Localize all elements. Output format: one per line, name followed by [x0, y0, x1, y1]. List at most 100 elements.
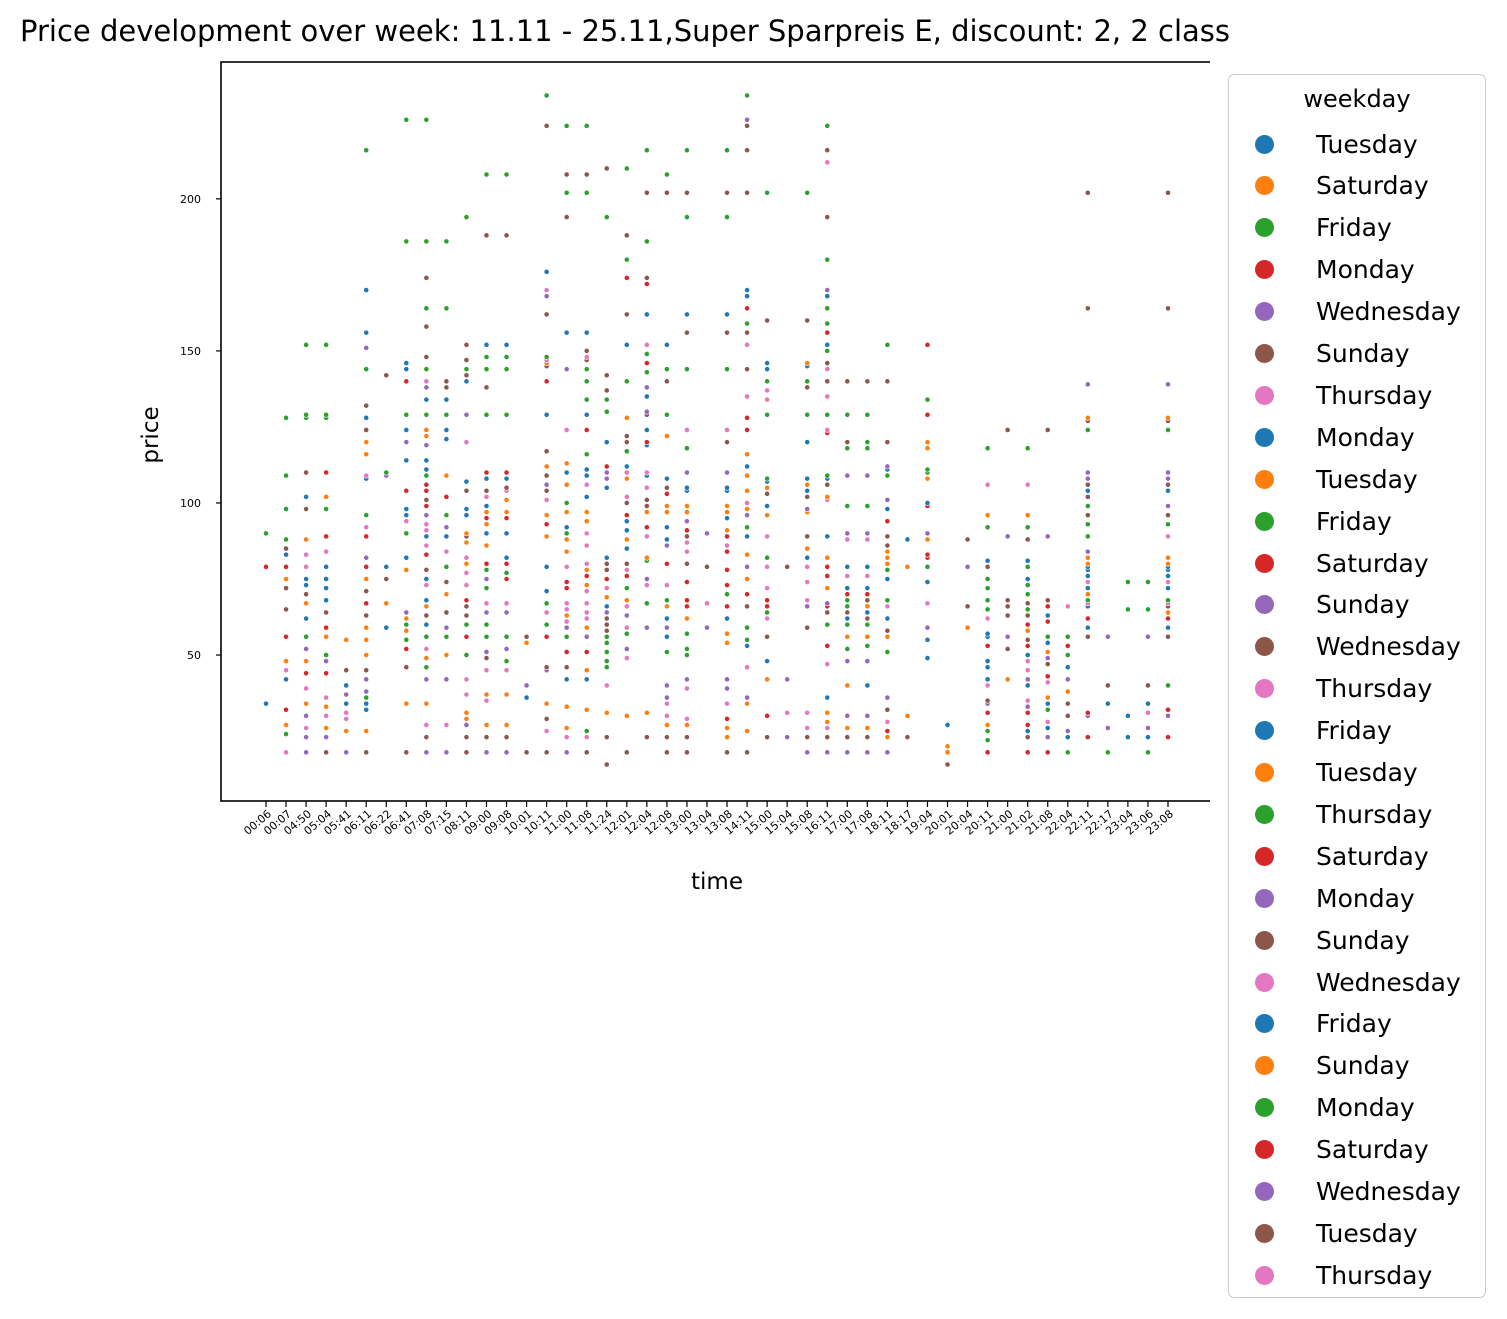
data-point — [483, 734, 490, 741]
data-point — [964, 603, 971, 610]
data-point — [984, 563, 991, 570]
data-point — [924, 500, 931, 506]
data-point — [724, 542, 730, 549]
data-point — [844, 682, 851, 689]
data-point — [824, 472, 831, 479]
data-point — [403, 621, 410, 628]
data-point — [724, 147, 730, 154]
data-point — [864, 378, 871, 385]
data-point — [784, 676, 791, 683]
data-point — [663, 536, 670, 543]
legend-label: Saturday — [1316, 1135, 1429, 1165]
data-point — [583, 615, 590, 622]
data-point — [603, 165, 610, 172]
data-point — [724, 548, 730, 555]
data-point — [363, 366, 370, 373]
data-point — [423, 646, 430, 652]
data-point — [824, 287, 831, 293]
data-point — [543, 512, 550, 519]
data-point — [543, 563, 550, 570]
data-point — [663, 433, 670, 439]
data-point — [403, 554, 410, 561]
data-point — [443, 472, 450, 479]
data-point — [463, 539, 470, 546]
data-point — [744, 487, 750, 494]
data-point — [864, 734, 871, 741]
data-point — [423, 597, 430, 604]
data-point — [323, 506, 330, 512]
data-point — [1165, 381, 1171, 388]
data-point — [403, 512, 410, 519]
data-point — [363, 688, 370, 695]
data-point — [884, 566, 891, 573]
data-point — [283, 414, 289, 421]
data-point — [463, 411, 470, 418]
data-point — [603, 566, 610, 573]
data-point — [724, 615, 730, 622]
data-point — [764, 712, 771, 719]
data-point — [443, 722, 450, 728]
data-point — [924, 530, 931, 537]
points-layer — [263, 92, 1171, 768]
data-point — [603, 621, 610, 628]
data-point — [684, 469, 690, 476]
data-point — [1084, 585, 1091, 592]
data-point — [744, 643, 750, 649]
data-point — [423, 427, 430, 433]
data-point — [684, 734, 690, 741]
y-tick-label: 50 — [187, 649, 201, 662]
data-point — [463, 439, 470, 446]
data-point — [1024, 676, 1031, 683]
data-point — [1084, 533, 1091, 540]
data-point — [824, 256, 831, 263]
data-point — [824, 719, 831, 725]
data-point — [744, 551, 750, 558]
data-point — [744, 92, 750, 99]
data-point — [684, 749, 690, 756]
data-point — [924, 475, 931, 482]
data-point — [924, 466, 931, 473]
data-point — [283, 506, 289, 512]
data-point — [563, 624, 570, 631]
data-point — [1024, 703, 1031, 710]
data-point — [824, 481, 831, 488]
data-point — [543, 588, 550, 595]
data-point — [483, 576, 490, 582]
data-point — [503, 484, 510, 491]
data-point — [724, 214, 730, 220]
data-point — [463, 570, 470, 576]
data-point — [684, 676, 690, 683]
data-point — [323, 725, 330, 731]
data-point — [864, 609, 871, 616]
data-point — [684, 311, 690, 318]
data-point — [283, 676, 289, 683]
data-point — [984, 643, 991, 649]
data-point — [503, 734, 510, 741]
data-point — [563, 618, 570, 625]
data-point — [623, 597, 630, 604]
data-point — [684, 366, 690, 373]
data-point — [643, 439, 650, 446]
data-point — [924, 341, 931, 348]
data-point — [563, 606, 570, 613]
legend-label: Friday — [1316, 716, 1392, 746]
data-point — [984, 722, 991, 728]
data-point — [543, 533, 550, 540]
data-point — [663, 649, 670, 655]
data-point — [363, 554, 370, 561]
data-point — [363, 439, 370, 446]
data-point — [423, 323, 430, 330]
data-point — [343, 709, 350, 716]
data-point — [1145, 579, 1151, 585]
data-point — [684, 445, 690, 452]
data-point — [764, 609, 771, 616]
data-point — [483, 469, 490, 476]
data-point — [423, 533, 430, 540]
data-point — [724, 603, 730, 610]
data-point — [463, 722, 470, 728]
data-point — [724, 503, 730, 509]
legend-label: Sunday — [1316, 590, 1410, 620]
data-point — [343, 667, 350, 674]
data-point — [1044, 719, 1051, 725]
data-point — [804, 545, 811, 552]
